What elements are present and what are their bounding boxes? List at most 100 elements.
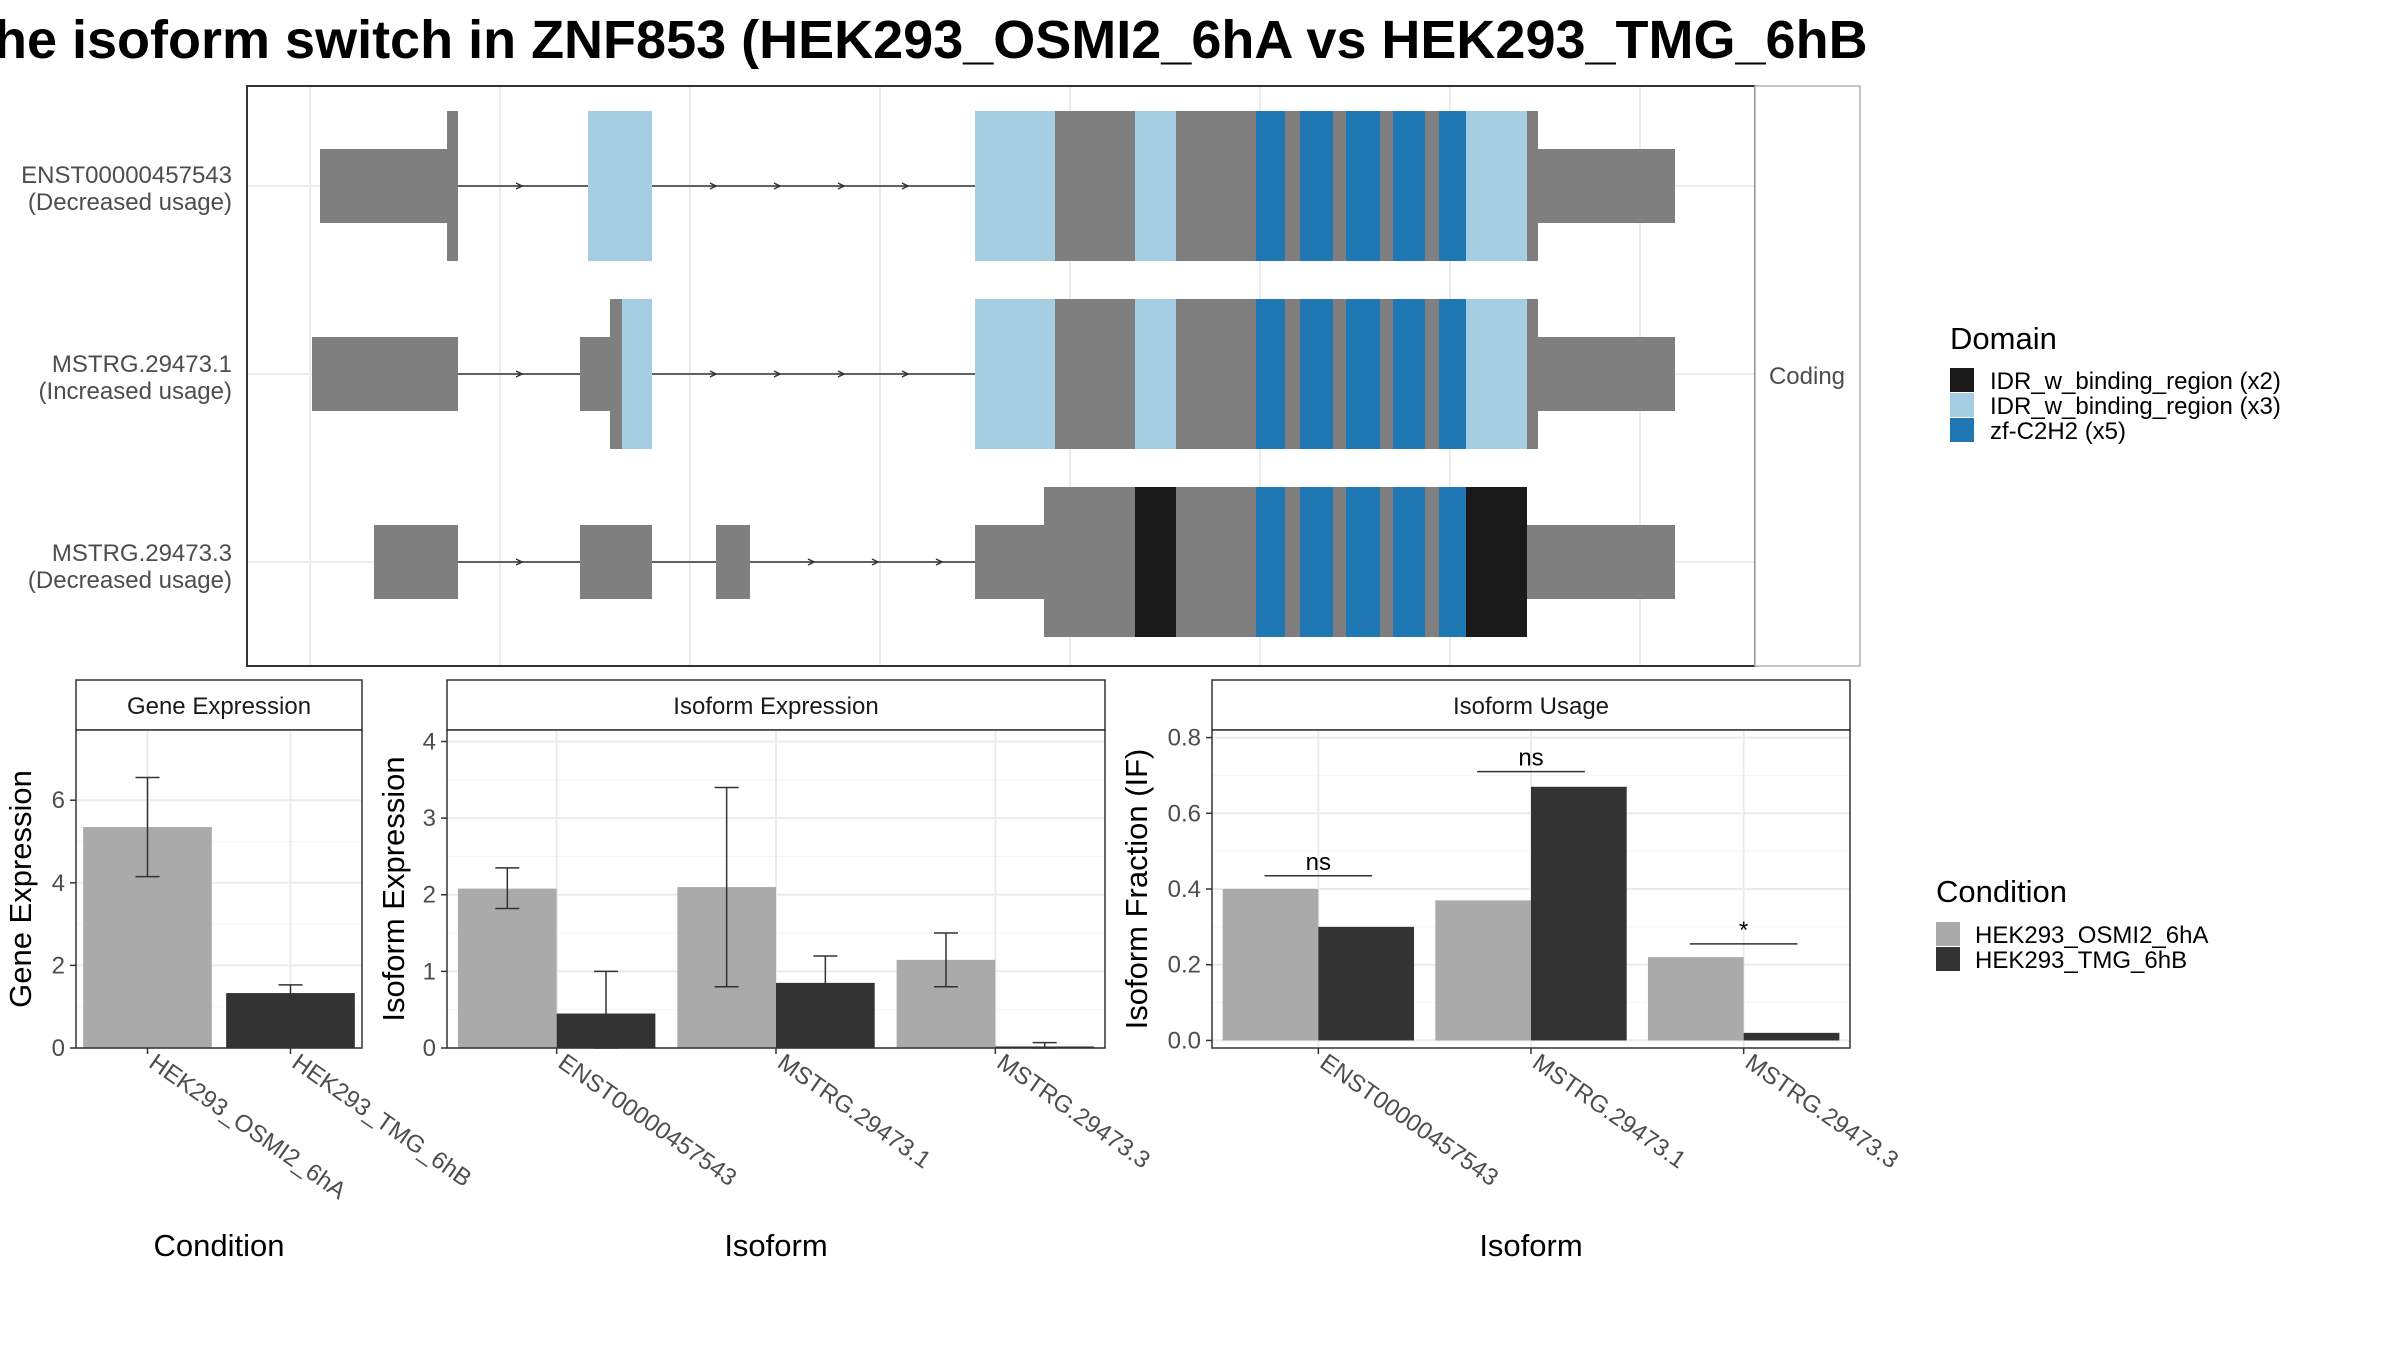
transcript-label-3-id: MSTRG.29473.3 (52, 540, 232, 567)
utr-exon (975, 525, 1045, 599)
panel-border (75, 729, 363, 1049)
idr-domain (975, 299, 1055, 449)
intron-arrow (807, 558, 816, 566)
x-tick-label: ENST00000457543 (1315, 1049, 1503, 1192)
cds-exon (610, 299, 624, 449)
bar (1647, 957, 1744, 1041)
condition-legend: Condition HEK293_OSMI2_6hA HEK293_TMG_6h… (1936, 874, 2208, 974)
intron-arrow (709, 370, 718, 378)
utr-exon (1538, 337, 1675, 411)
zf-domain (1346, 111, 1380, 261)
bar (226, 993, 355, 1048)
cds-exon (1044, 487, 1135, 637)
y-tick-label: 0.6 (1168, 800, 1201, 827)
y-tick-label: 4 (423, 728, 436, 755)
x-axis-title: Isoform (1479, 1228, 1582, 1263)
utr-exon (1538, 149, 1675, 223)
cds-exon (1333, 111, 1346, 261)
zf-domain (1256, 111, 1285, 261)
legend-key-zf (1950, 418, 1974, 442)
cds-exon (1425, 111, 1439, 261)
cds-exon (1285, 487, 1300, 637)
panel-strip-title: Isoform Usage (1453, 693, 1609, 720)
zf-domain (1393, 299, 1425, 449)
y-tick-label: 2 (423, 882, 436, 909)
y-tick-label: 2 (52, 952, 65, 979)
utr-exon (716, 525, 750, 599)
idr-domain (1466, 487, 1527, 637)
y-tick-label: 4 (52, 870, 65, 897)
cds-exon (1333, 487, 1346, 637)
significance-label: ns (1306, 849, 1331, 876)
intron-arrow (515, 370, 524, 378)
bar (1318, 926, 1415, 1041)
bar (1743, 1032, 1840, 1041)
idr-domain (1135, 299, 1176, 449)
utr-exon (580, 525, 652, 599)
cds-exon (1055, 299, 1135, 449)
y-tick-label: 0.4 (1168, 876, 1201, 903)
cds-exon (1425, 487, 1439, 637)
idr-domain (1466, 299, 1527, 449)
utr-exon (1527, 525, 1675, 599)
legend-label-cond-b: HEK293_TMG_6hB (1975, 947, 2187, 974)
transcript-label-1-usage: (Decreased usage) (28, 189, 232, 216)
y-tick-label: 0 (423, 1035, 436, 1062)
domain-legend: Domain IDR_w_binding_region (x2) IDR_w_b… (1950, 321, 2281, 445)
structure-strip (1754, 85, 1861, 667)
cds-exon (1380, 299, 1393, 449)
x-tick-label: ENST00000457543 (553, 1049, 741, 1192)
panel-border (1211, 729, 1851, 1049)
x-tick-label: MSTRG.29473.1 (773, 1049, 936, 1174)
cds-exon (1527, 111, 1538, 261)
strip-label-coding: Coding (1769, 363, 1845, 390)
figure-title: he isoform switch in ZNF853 (HEK293_OSMI… (0, 10, 1868, 70)
bar (1222, 889, 1319, 1041)
transcript-structure-panel: Coding ENST00000457543 (Decreased usage)… (21, 85, 1861, 667)
isoform-expression-panel: Isoform Expression 0 1 2 3 4 ENST00000457543 MS… (376, 679, 1155, 1263)
zf-domain (1393, 111, 1425, 261)
utr-exon (374, 525, 458, 599)
bar (1435, 900, 1531, 1041)
intron-arrow (515, 558, 524, 566)
zf-domain (1300, 111, 1333, 261)
isoform-usage-panel: Isoform Usage 0.0 0.2 0.4 0.6 0.8 ns ENST000004… (1119, 679, 1903, 1263)
intron-arrow (773, 370, 782, 378)
y-axis-title: Gene Expression (3, 770, 38, 1008)
cds-exon (1055, 111, 1135, 261)
y-tick-label: 1 (423, 958, 436, 985)
x-axis-title: Condition (154, 1228, 285, 1263)
significance-label: ns (1518, 745, 1543, 772)
transcript-label-3-usage: (Decreased usage) (28, 567, 232, 594)
cds-exon (447, 111, 458, 261)
legend-label-zf: zf-C2H2 (x5) (1990, 418, 2126, 445)
cds-exon (1285, 111, 1300, 261)
legend-key-cond-a (1936, 922, 1960, 946)
transcript-label-1-id: ENST00000457543 (21, 162, 232, 189)
panel-strip (75, 679, 363, 731)
zf-domain (1300, 487, 1333, 637)
transcript-label-2-id: MSTRG.29473.1 (52, 351, 232, 378)
legend-label-cond-a: HEK293_OSMI2_6hA (1975, 922, 2208, 949)
y-tick-label: 0 (52, 1035, 65, 1062)
y-tick-label: 0.0 (1168, 1027, 1201, 1054)
cds-exon (1527, 299, 1538, 449)
intron-arrow (901, 182, 910, 190)
y-tick-label: 0.2 (1168, 952, 1201, 979)
zf-domain (1346, 487, 1380, 637)
zf-domain (1256, 487, 1285, 637)
structure-shapes (312, 111, 1675, 637)
cds-exon (1176, 299, 1256, 449)
y-axis-title: Isoform Fraction (IF) (1119, 749, 1154, 1030)
x-tick-label: MSTRG.29473.1 (1528, 1049, 1691, 1174)
intron-arrow (837, 370, 846, 378)
intron-arrow (837, 182, 846, 190)
legend-key-idr-x2 (1950, 368, 1974, 392)
zf-domain (1393, 487, 1425, 637)
y-axis-title: Isoform Expression (376, 756, 411, 1021)
zf-domain (1346, 299, 1380, 449)
panel-strip-title: Gene Expression (127, 693, 311, 720)
panel-strip-title: Isoform Expression (673, 693, 878, 720)
domain-legend-title: Domain (1950, 321, 2057, 356)
